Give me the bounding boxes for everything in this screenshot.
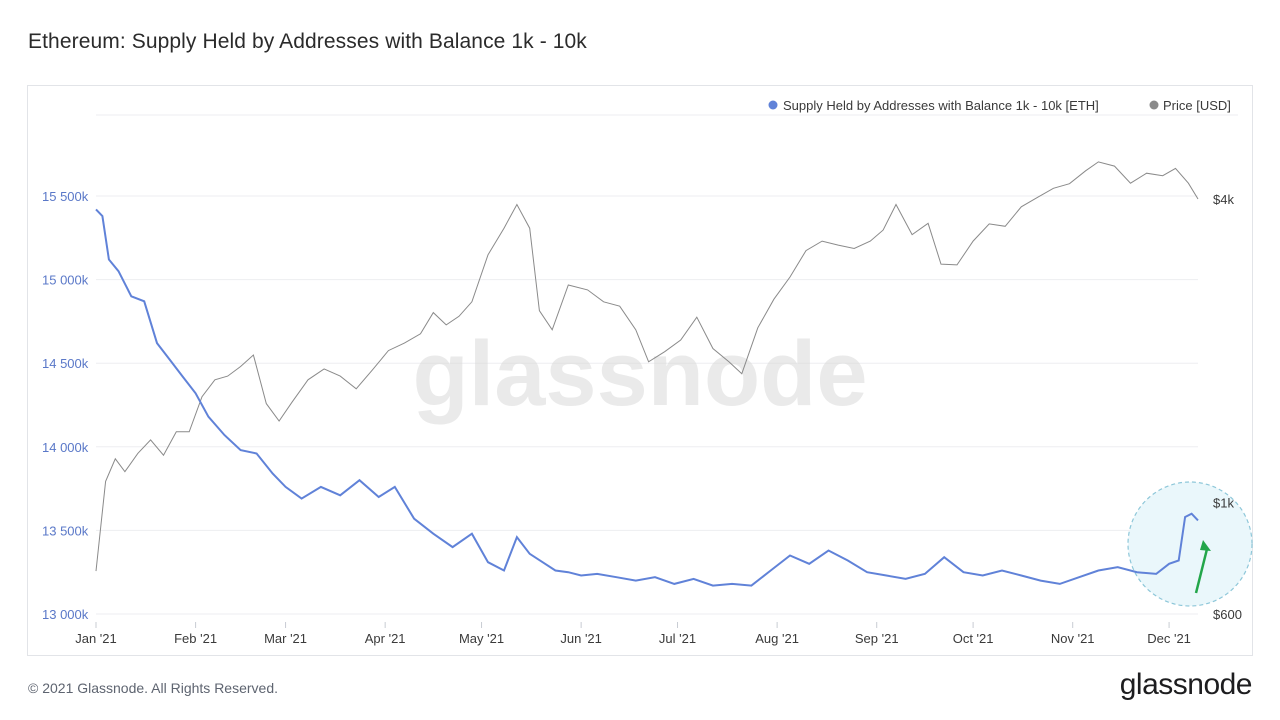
x-tick-label: Dec '21 <box>1147 631 1191 646</box>
x-tick-label: Aug '21 <box>755 631 799 646</box>
x-tick-label: Jun '21 <box>560 631 602 646</box>
left-tick-label: 15 000k <box>42 273 89 288</box>
highlight-circle <box>1127 481 1253 607</box>
legend-swatch-supply <box>768 100 778 110</box>
annotation-arrow <box>1194 540 1211 594</box>
right-tick-label: $600 <box>1213 607 1242 622</box>
x-tick-label: Oct '21 <box>953 631 994 646</box>
right-axis: $4k $1k $600 <box>1213 192 1242 622</box>
x-tick-label: Feb '21 <box>174 631 217 646</box>
x-tick-label: May '21 <box>459 631 504 646</box>
x-axis: Jan '21 Feb '21 Mar '21 Apr '21 May '21 Jun '… <box>75 622 1191 646</box>
x-tick-label: Apr '21 <box>365 631 406 646</box>
grid-lines <box>96 114 1238 615</box>
chart-panel <box>27 85 1253 656</box>
glassnode-logo[interactable]: glassnode <box>1119 668 1253 701</box>
legend-label-price: Price [USD] <box>1163 98 1231 113</box>
left-tick-label: 13 500k <box>42 523 89 538</box>
x-tick-label: Sep '21 <box>855 631 899 646</box>
x-tick-label: Nov '21 <box>1051 631 1095 646</box>
price-series-line <box>95 161 1199 572</box>
left-axis: 15 500k 15 000k 14 500k 14 000k 13 500k 13 00… <box>42 189 89 622</box>
right-tick-label: $1k <box>1213 495 1234 510</box>
watermark: glassnode <box>412 323 867 425</box>
x-tick-label: Jul '21 <box>659 631 696 646</box>
x-tick-label: Mar '21 <box>264 631 307 646</box>
right-tick-label: $4k <box>1213 192 1234 207</box>
legend-label-supply: Supply Held by Addresses with Balance 1k… <box>783 98 1099 113</box>
x-tick-label: Jan '21 <box>75 631 117 646</box>
legend: Supply Held by Addresses with Balance 1k… <box>768 98 1231 113</box>
legend-swatch-price <box>1149 100 1159 110</box>
chart-title: Ethereum: Supply Held by Addresses with … <box>28 30 587 53</box>
left-tick-label: 15 500k <box>42 189 89 204</box>
copyright-text: © 2021 Glassnode. All Rights Reserved. <box>28 680 279 696</box>
supply-series-line <box>95 208 1199 587</box>
left-tick-label: 14 000k <box>42 440 89 455</box>
left-tick-label: 14 500k <box>42 356 89 371</box>
left-tick-label: 13 000k <box>42 607 89 622</box>
